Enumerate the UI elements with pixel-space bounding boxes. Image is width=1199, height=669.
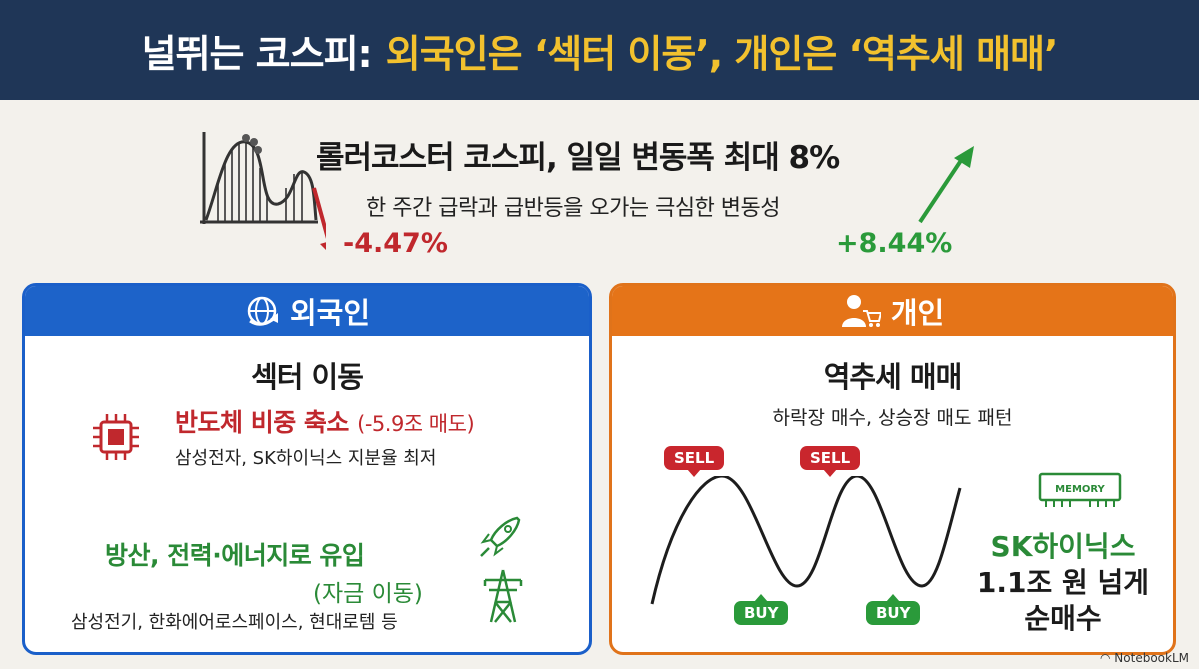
trade-wave (650, 476, 962, 605)
foreign-panel-header: 외국인 (25, 286, 589, 336)
brand-icon: ◠ (1099, 651, 1111, 665)
rocket-icon (480, 516, 521, 557)
foreign-title: 섹터 이동 (251, 360, 364, 394)
volatility-title: 롤러코스터 코스피, 일일 변동폭 최대 8% (316, 140, 840, 176)
net-buy-label: 순매수 (1024, 602, 1102, 635)
sell-tag-1: SELL (664, 446, 725, 477)
roller-coaster-icon (200, 132, 326, 250)
rise-value: +8.44% (836, 228, 953, 259)
semis-reduction: 반도체 비중 축소 (-5.9조 매도) (175, 403, 475, 439)
individual-panel: 개인 역추세 매매 하락장 매수, 상승장 매도 패턴 SELL SELL BU… (609, 283, 1176, 655)
chip-icon (93, 414, 139, 460)
inflow-detail: 삼성전기, 한화에어로스페이스, 현대로템 등 (71, 612, 398, 633)
brand-watermark: ◠ NotebookLM (1100, 651, 1189, 665)
inflow-sub: (자금 이동) (313, 581, 423, 607)
individual-panel-header: 개인 (612, 286, 1173, 336)
brand-label: NotebookLM (1114, 651, 1189, 665)
volatility-subtitle: 한 주간 급락과 급반등을 오가는 극심한 변동성 (366, 196, 781, 221)
page-header: 널뛰는 코스피: 외국인은 ‘섹터 이동’, 개인은 ‘역추세 매매’ (0, 0, 1199, 100)
net-buy-stock: SK하이닉스 (990, 530, 1136, 563)
page-title-main: 외국인은 ‘섹터 이동’, 개인은 ‘역추세 매매’ (385, 31, 1059, 76)
memory-label: MEMORY (1055, 484, 1105, 495)
semis-main: 반도체 비중 축소 (175, 408, 349, 437)
power-tower-icon (483, 569, 523, 623)
buy-tag-2: BUY (866, 594, 921, 625)
semis-amount: (-5.9조 매도) (357, 412, 475, 436)
net-buy-summary: SK하이닉스 1.1조 원 넘게 순매수 (968, 529, 1158, 637)
inflow-main: 방산, 전력·에너지로 유입 (105, 541, 365, 570)
individual-label: 개인 (890, 296, 945, 330)
globe-arrow-icon (247, 296, 278, 326)
rise-arrow-icon (918, 146, 974, 224)
foreign-panel: 외국인 섹터 이동 반도체 비중 축소 (-5.9조 매도) 삼성전자, SK하… (22, 283, 592, 655)
buy-tag-1: BUY (734, 594, 789, 625)
person-cart-icon (841, 295, 881, 327)
semis-detail: 삼성전자, SK하이닉스 지분율 최저 (175, 448, 437, 469)
net-buy-amount: 1.1조 원 넘게 (976, 566, 1150, 599)
page-title-prefix: 널뛰는 코스피: (141, 31, 373, 76)
drop-value: -4.47% (343, 228, 448, 259)
foreign-label: 외국인 (289, 296, 371, 330)
sell-tag-2: SELL (800, 446, 861, 477)
individual-title: 역추세 매매 (823, 360, 963, 394)
memory-icon: MEMORY (1038, 472, 1122, 507)
individual-subtitle: 하락장 매수, 상승장 매도 패턴 (772, 407, 1013, 429)
